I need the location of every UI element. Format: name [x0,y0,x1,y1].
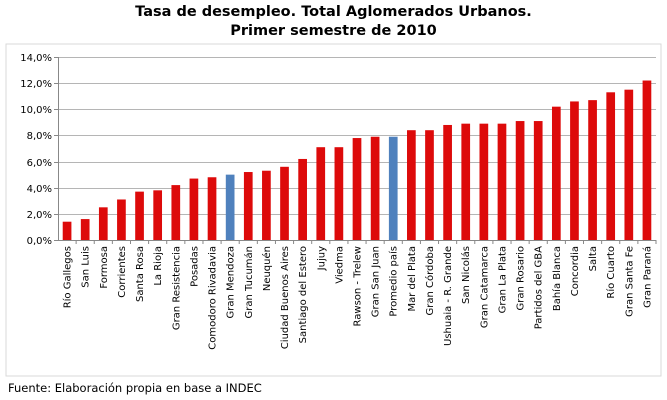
y-tick-label: 4,0% [27,184,52,195]
x-tick-label: Corrientes [117,246,128,298]
source-note: Fuente: Elaboración propia en base a IND… [8,381,262,395]
bar [189,178,199,240]
x-tick-label: Gran Santa Fe [624,246,635,317]
bar [262,170,271,240]
x-tick-label: Río Cuarto [605,246,617,299]
x-tick-label: Gran Mendoza [226,246,237,318]
x-tick-label: Gran Resistencia [171,246,182,330]
x-tick-label: San Nicolás [460,246,472,304]
bar [298,158,307,240]
x-tick-label: Concordia [570,246,581,296]
x-tick-label: Neuquén [261,246,273,291]
x-tick-label: La Rioja [153,246,164,286]
y-tick-label: 2,0% [27,210,52,221]
bar [533,121,543,240]
x-tick-label: Río Gallegos [62,246,74,308]
bar [624,89,634,240]
y-tick-label: 6,0% [27,158,52,169]
bar [171,185,181,240]
bar [443,124,452,240]
x-tick-label: Promedio país [388,246,400,317]
bar [62,221,72,240]
bar [80,219,90,240]
x-tick-label: Jujuy [316,246,327,271]
x-tick-label: San Luis [81,246,92,288]
bar [153,190,163,240]
x-tick-label: Mar del Plata [407,246,418,312]
bar [243,172,253,240]
bar [207,177,217,240]
chart-title-line-2: Primer semestre de 2010 [230,23,437,39]
bar [642,80,652,241]
bar [570,101,579,240]
bar [280,166,289,240]
y-tick-label: 10,0% [20,105,52,116]
x-tick-label: Gran Rosario [516,246,527,310]
x-tick-label: Gran Córdoba [424,246,436,315]
bar [135,191,144,240]
bar [588,100,597,240]
bar [388,136,398,240]
bar [117,199,126,240]
x-tick-label: Gran Catamarca [479,246,490,328]
bar [479,123,489,240]
y-tick-label: 12,0% [20,79,52,90]
y-tick-label: 14,0% [20,53,52,64]
bar [407,130,416,240]
bar [551,106,561,241]
bar [461,123,471,240]
bar [515,121,525,240]
bar [425,130,434,240]
x-tick-label: Santa Rosa [135,246,146,302]
bar [606,92,616,241]
x-tick-label: Viedma [334,246,345,284]
x-tick-label: Gran Tucumán [243,246,255,318]
x-tick-label: Formosa [99,246,110,289]
bar [98,207,108,240]
chart-frame [5,43,662,377]
x-tick-label: Gran La Plata [497,246,508,313]
x-tick-label: Comodoro Rivadavia [208,246,219,350]
x-tick-label: Rawson - Trelew [353,246,364,326]
bar [316,147,326,240]
x-tick-label: Bahía Blanca [551,246,563,311]
x-tick-label: Santiago del Estero [298,246,309,343]
bar [497,123,507,240]
bar [334,147,344,240]
bar [370,136,380,240]
x-tick-label: Ushuaia - R. Grande [443,246,454,346]
x-tick-label: Gran Paraná [641,246,653,308]
chart-title-line-1: Tasa de desempleo. Total Aglomerados Urb… [135,4,532,20]
y-tick-label: 8,0% [27,131,52,142]
bar [352,138,362,240]
x-tick-label: Salta [588,246,599,271]
bar [225,174,235,240]
y-tick-label: 0,0% [27,236,52,247]
x-tick-label: Gran San Juan [371,246,382,317]
chart-title: Tasa de desempleo. Total Aglomerados Urb… [0,3,667,41]
x-tick-label: Posadas [189,246,200,287]
x-tick-label: Partidos del GBA [534,246,545,329]
x-tick-label: Ciudad Buenos Aires [280,246,291,349]
